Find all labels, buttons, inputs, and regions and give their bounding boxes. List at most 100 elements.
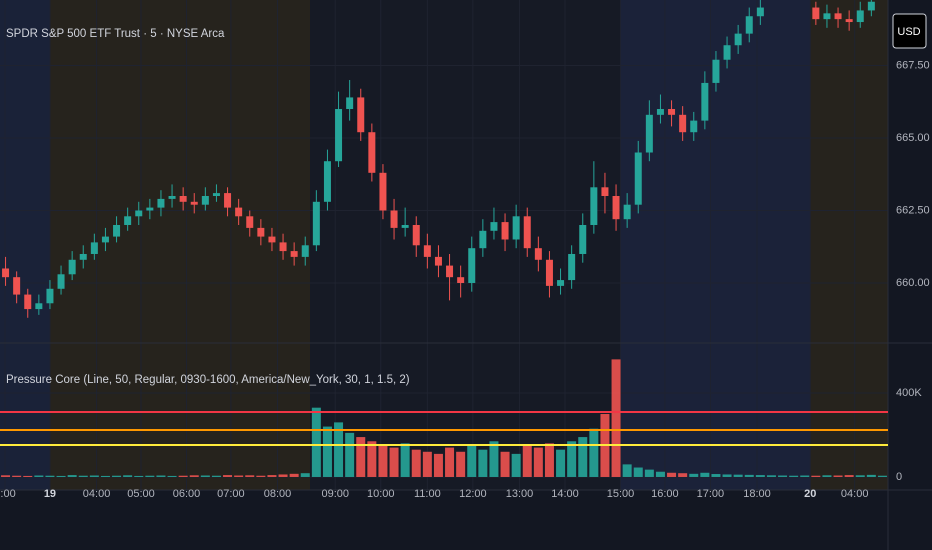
candle-body [723,45,731,60]
candle-body [568,253,576,281]
candle-body [157,198,165,208]
candle-body [812,7,820,20]
candle-body [46,288,54,304]
volume-bar [633,467,643,477]
candle-body [257,227,265,237]
candle-body [379,172,387,211]
x-tick-label: 09:00 [321,488,349,500]
volume-bar [100,475,110,477]
volume-bar [156,475,166,477]
volume-bar [722,474,732,477]
candle-body [734,33,742,46]
candle-body [35,303,43,310]
volume-bar [78,475,88,477]
x-tick-label: 10:00 [367,488,395,500]
candle-body [668,109,676,115]
x-tick-label: 04:00 [841,488,869,500]
volume-bar [422,451,432,477]
x-tick-label: 20 [804,488,816,500]
volume-bar [267,475,277,477]
volume-bar [378,445,388,477]
y-tick-label: 665.00 [896,132,930,144]
candle-body [590,187,598,225]
volume-bar [744,474,754,477]
candle-body [867,1,875,11]
candle-body [201,196,209,205]
volume-bar [389,447,399,477]
volume-bar [655,471,665,477]
volume-bar [589,428,599,477]
volume-bar [211,475,221,477]
candle-body [479,230,487,249]
volume-bar [644,469,654,477]
volume-bar [200,475,210,477]
candle-body [113,224,121,237]
candle-body [135,210,143,217]
volume-bar [711,474,721,477]
candle-body [634,152,642,205]
volume-bar [178,475,188,477]
x-tick-label: 05:00 [127,488,155,500]
candle-body [834,13,842,20]
volume-bar [123,475,133,477]
volume-bar [322,426,332,477]
volume-bar [167,475,177,477]
candle-body [845,19,853,23]
y-tick-label: 667.50 [896,59,930,71]
x-tick-label: 15:00 [607,488,635,500]
volume-bar [755,475,765,477]
candle-body [557,280,565,286]
chart-title: SPDR S&P 500 ETF Trust · 5 · NYSE Arca [6,28,225,40]
indicator-title: Pressure Core (Line, 50, Regular, 0930-1… [6,374,410,386]
candle-body [656,109,664,115]
candle-body [357,97,365,133]
currency-label[interactable]: USD [897,26,920,38]
x-tick-label: 16:00 [651,488,679,500]
volume-bar [145,475,155,477]
candle-body [856,10,864,23]
x-tick-label: 13:00 [506,488,534,500]
volume-bar [45,475,55,477]
volume-bar [311,407,321,477]
x-tick-label: 19 [44,488,56,500]
volume-bar [733,474,743,477]
volume-bar [112,475,122,477]
volume-bar [234,475,244,477]
volume-bar [567,441,577,477]
candle-body [756,7,764,17]
volume-bar [789,475,799,477]
candle-body [490,222,498,231]
candle-body [368,132,376,173]
volume-bar [56,475,66,477]
candle-body [101,236,109,243]
volume-bar [877,475,887,477]
volume-bar [289,473,299,477]
x-tick-label: 3:00 [0,488,16,500]
candle-body [690,120,698,133]
volume-bar [1,475,11,477]
candle-body [268,236,276,243]
candle-body [146,207,154,211]
candle-body [290,251,298,257]
candle-body [13,277,21,295]
volume-bar [433,453,443,477]
volume-bar [34,475,44,477]
x-tick-label: 18:00 [743,488,771,500]
candle-body [446,265,454,278]
volume-bar [533,447,543,477]
candle-body [390,210,398,228]
currency-button[interactable] [892,13,927,49]
y-tick-label: 660.00 [896,277,930,289]
volume-bar [489,441,499,477]
candle-body [523,216,531,249]
session-band [0,0,50,490]
x-tick-label: 12:00 [459,488,487,500]
y-tick-label: 400K [896,387,922,399]
session-band [310,0,620,490]
volume-bar [300,473,310,477]
candle-body [224,193,232,208]
x-tick-label: 11:00 [414,488,441,500]
volume-bar [23,475,33,477]
volume-bar [689,473,699,477]
